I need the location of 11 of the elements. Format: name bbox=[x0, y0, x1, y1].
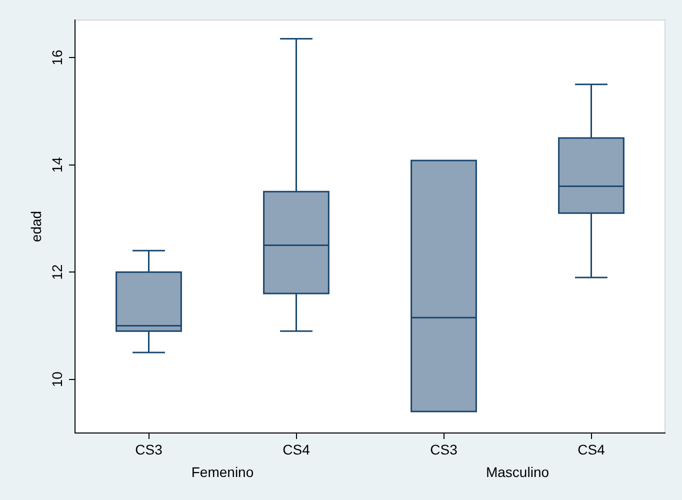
y-axis-title: edad bbox=[28, 210, 44, 242]
text: Masculino bbox=[486, 464, 550, 480]
text: Femenino bbox=[191, 464, 254, 480]
x-tick-label: CS4 bbox=[578, 441, 606, 458]
y-tick-label: 12 bbox=[48, 264, 65, 280]
x-tick-label: CS4 bbox=[282, 441, 310, 458]
y-tick-label: 16 bbox=[48, 50, 65, 66]
y-tick-label: 10 bbox=[48, 371, 65, 388]
x-tick-label: CS3 bbox=[430, 441, 458, 458]
x-tick-label: CS3 bbox=[135, 441, 163, 458]
y-tick-label: 14 bbox=[48, 156, 65, 173]
